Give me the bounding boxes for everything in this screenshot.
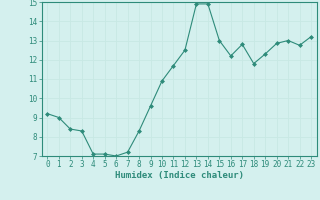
X-axis label: Humidex (Indice chaleur): Humidex (Indice chaleur) <box>115 171 244 180</box>
